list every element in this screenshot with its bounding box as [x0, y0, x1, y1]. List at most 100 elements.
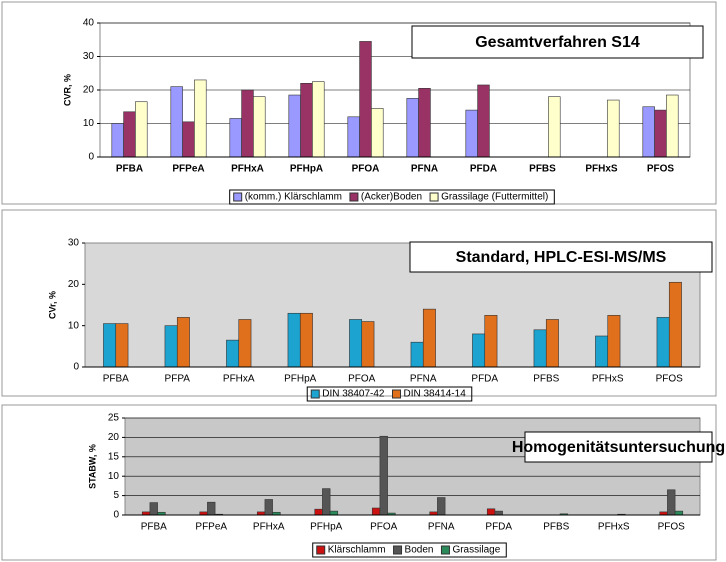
y-tick-label: 10	[83, 118, 95, 129]
bar	[149, 502, 158, 516]
x-tick-label: PFOA	[370, 522, 398, 533]
bar	[115, 323, 129, 368]
legend-swatch	[349, 192, 359, 202]
x-tick-label: PFPA	[165, 374, 191, 385]
x-tick-label: PFOA	[348, 374, 376, 385]
bar	[607, 99, 620, 158]
bar	[668, 281, 682, 368]
bar	[595, 335, 609, 368]
bar	[207, 501, 216, 516]
x-tick-label: PFPeA	[195, 522, 227, 533]
legend-swatch	[393, 545, 403, 555]
legend-swatch	[440, 545, 450, 555]
y-tick-label: 15	[108, 451, 120, 462]
bar	[347, 116, 360, 158]
chart-title: Homogenitätsuntersuchung	[512, 439, 725, 456]
legend-label: Klärschlamm	[328, 545, 386, 556]
y-tick-label: 10	[68, 320, 80, 331]
bar	[299, 312, 313, 368]
bar	[314, 508, 323, 516]
x-tick-label: PFDA	[471, 374, 498, 385]
bar	[176, 317, 190, 368]
legend-box	[306, 386, 473, 402]
bar	[103, 323, 117, 368]
x-tick-label: PFOS	[658, 522, 686, 533]
bar	[410, 341, 424, 368]
chart-title: Standard, HPLC-ESI-MS/MS	[456, 249, 667, 266]
bar	[322, 488, 331, 516]
legend: Klärschlamm Boden Grassilage	[316, 545, 501, 556]
legend-swatch	[429, 192, 439, 202]
x-tick-label: PFBS	[533, 374, 559, 385]
x-tick-label: PFDA	[485, 522, 512, 533]
bar	[642, 106, 655, 158]
bar	[486, 508, 496, 516]
bar	[494, 510, 503, 516]
legend-label: DIN 38407-42	[322, 389, 385, 400]
bar	[182, 121, 195, 158]
bar	[164, 325, 178, 368]
y-axis-label: STABW, %	[87, 444, 97, 489]
bar	[371, 507, 381, 516]
y-tick-label: 25	[108, 413, 120, 424]
bar	[359, 41, 372, 158]
y-tick-label: 0	[113, 510, 119, 521]
bar	[111, 123, 124, 158]
x-tick-label: PFPeA	[172, 164, 204, 175]
x-tick-label: PFNA	[410, 374, 437, 385]
legend-label: Grassilage	[452, 545, 500, 556]
bar	[418, 88, 431, 158]
bar	[371, 108, 384, 158]
y-tick-label: 20	[83, 85, 95, 96]
legend-swatch	[316, 545, 326, 555]
legend-box	[229, 189, 555, 205]
y-tick-label: 0	[73, 362, 79, 373]
x-tick-label: PFHxS	[598, 522, 630, 533]
bar	[241, 89, 254, 158]
y-tick-label: 20	[108, 432, 120, 443]
x-tick-label: PFBS	[543, 522, 569, 533]
x-tick-label: PFOA	[352, 164, 380, 175]
x-tick-label: PFHpA	[284, 374, 317, 385]
bar	[654, 109, 667, 158]
x-tick-label: PFNA	[411, 164, 438, 175]
bar	[667, 489, 676, 516]
legend: (komm.) Klärschlamm (Acker)Boden Grassilag…	[233, 192, 548, 203]
legend-label: (komm.) Klärschlamm	[245, 192, 342, 203]
y-tick-label: 20	[68, 279, 80, 290]
legend: DIN 38407-42 DIN 38414-14	[310, 389, 467, 400]
bar	[548, 96, 561, 158]
y-tick-label: 40	[83, 18, 95, 29]
y-tick-label: 10	[108, 471, 120, 482]
bar	[194, 79, 207, 158]
x-tick-label: PFDA	[470, 164, 497, 175]
title-box	[524, 431, 713, 463]
x-tick-label: PFHxA	[231, 164, 264, 175]
x-tick-label: PFOS	[647, 164, 675, 175]
legend-swatch	[392, 389, 401, 399]
legend-label: Boden	[405, 545, 434, 556]
chart-title: Gesamtverfahren S14	[475, 34, 640, 51]
x-tick-label: PFOS	[656, 374, 684, 385]
legend-label: DIN 38414-14	[404, 389, 467, 400]
legend-box	[312, 542, 507, 558]
x-tick-label: PFBA	[116, 164, 143, 175]
legend-label: (Acker)Boden	[361, 192, 422, 203]
x-tick-label: PFHpA	[290, 164, 323, 175]
bar	[674, 510, 684, 516]
bar	[226, 339, 240, 368]
bar	[264, 499, 273, 516]
x-tick-label: PFBA	[141, 522, 167, 533]
bar	[312, 81, 325, 158]
bar	[607, 315, 621, 368]
bar	[379, 435, 388, 516]
bar	[422, 308, 436, 368]
legend-label: Grassilage (Futtermittel)	[441, 192, 548, 203]
bar	[484, 315, 498, 368]
x-tick-label: PFHpA	[310, 522, 343, 533]
y-axis-label: CVr, %	[47, 291, 57, 319]
legend-swatch	[233, 192, 243, 202]
legend-swatch	[310, 389, 320, 399]
